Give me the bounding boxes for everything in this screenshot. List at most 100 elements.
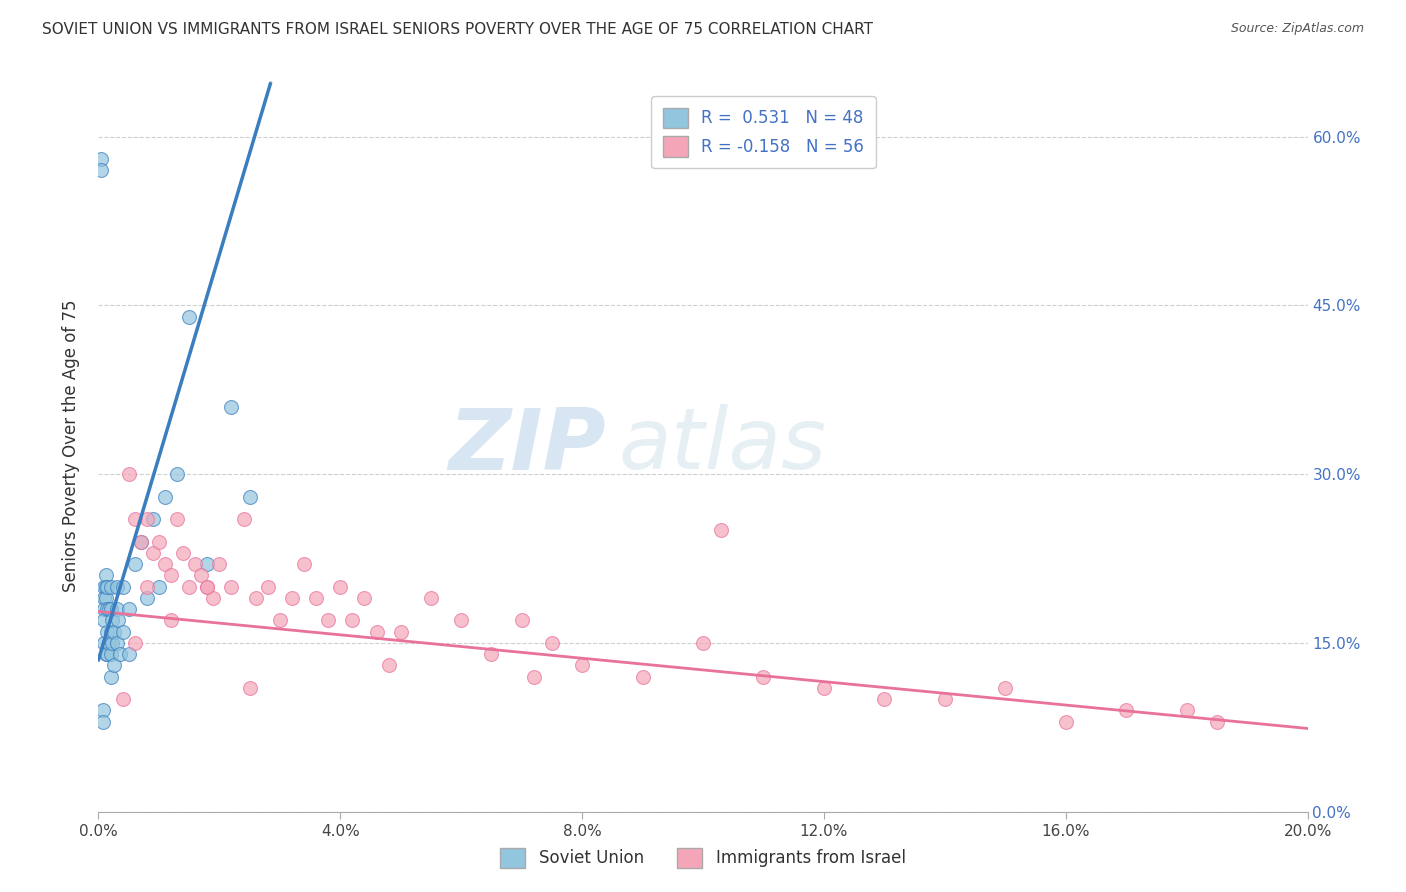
Point (510, 614, 533, 628)
Point (100, 580, 122, 594)
Point (389, 624, 412, 639)
Point (105, 636, 128, 650)
Point (232, 512, 254, 526)
Point (100, 670, 122, 684)
Point (142, 546, 165, 560)
Point (160, 614, 183, 628)
Point (94, 568, 117, 582)
Point (93, 580, 115, 594)
Point (94, 580, 117, 594)
Point (118, 467, 141, 482)
Point (153, 490, 176, 504)
Point (93, 591, 115, 605)
Point (100, 647, 122, 661)
Point (342, 614, 364, 628)
Point (179, 310, 201, 324)
Point (96, 647, 118, 661)
Point (179, 580, 201, 594)
Point (366, 624, 388, 639)
Point (239, 490, 262, 504)
Point (105, 580, 128, 594)
Point (148, 580, 170, 594)
Point (100, 624, 122, 639)
Point (100, 602, 122, 616)
Point (142, 512, 165, 526)
Point (813, 681, 835, 695)
Point (93, 614, 115, 628)
Point (118, 602, 141, 616)
Point (269, 614, 291, 628)
Point (91, 714, 114, 729)
Y-axis label: Seniors Poverty Over the Age of 75: Seniors Poverty Over the Age of 75 (62, 300, 80, 592)
Point (873, 692, 896, 706)
Point (148, 534, 170, 549)
Point (90, 163, 112, 178)
Point (129, 534, 152, 549)
Point (111, 692, 134, 706)
Point (377, 658, 399, 673)
Point (1115, 703, 1137, 717)
Point (631, 670, 654, 684)
Point (124, 512, 146, 526)
Point (153, 557, 176, 571)
Point (994, 681, 1017, 695)
Point (93, 602, 115, 616)
Point (305, 591, 328, 605)
Point (135, 512, 157, 526)
Point (129, 534, 152, 549)
Point (135, 580, 157, 594)
Point (108, 647, 131, 661)
Point (96, 647, 118, 661)
Point (571, 658, 593, 673)
Point (202, 591, 225, 605)
Point (329, 580, 352, 594)
Point (316, 614, 339, 628)
Point (481, 647, 503, 661)
Text: SOVIET UNION VS IMMIGRANTS FROM ISRAEL SENIORS POVERTY OVER THE AGE OF 75 CORREL: SOVIET UNION VS IMMIGRANTS FROM ISRAEL S… (42, 22, 873, 37)
Point (96, 580, 118, 594)
Point (100, 636, 122, 650)
Point (208, 557, 231, 571)
Point (450, 614, 472, 628)
Point (107, 614, 129, 628)
Point (118, 647, 141, 661)
Point (256, 580, 278, 594)
Point (105, 602, 128, 616)
Point (166, 512, 188, 526)
Point (111, 580, 134, 594)
Point (221, 400, 243, 414)
Point (540, 636, 562, 650)
Point (934, 692, 956, 706)
Point (172, 546, 194, 560)
Point (752, 670, 775, 684)
Point (184, 557, 207, 571)
Point (96, 624, 118, 639)
Point (98, 636, 121, 650)
Point (692, 636, 714, 650)
Point (523, 670, 546, 684)
Point (281, 591, 304, 605)
Point (420, 591, 443, 605)
Point (239, 681, 262, 695)
Point (91, 703, 114, 717)
Point (710, 524, 733, 538)
Point (166, 467, 188, 482)
Point (111, 624, 134, 639)
Legend: R =  0.531   N = 48, R = -0.158   N = 56: R = 0.531 N = 48, R = -0.158 N = 56 (651, 96, 876, 169)
Point (1206, 714, 1229, 729)
Point (124, 557, 146, 571)
Point (1175, 703, 1198, 717)
Point (93, 636, 115, 650)
Text: Source: ZipAtlas.com: Source: ZipAtlas.com (1230, 22, 1364, 36)
Point (103, 658, 125, 673)
Point (1054, 714, 1077, 729)
Point (124, 636, 146, 650)
Point (160, 568, 183, 582)
Point (96, 602, 118, 616)
Text: atlas: atlas (619, 404, 827, 488)
Legend: Soviet Union, Immigrants from Israel: Soviet Union, Immigrants from Israel (494, 841, 912, 875)
Point (195, 580, 218, 594)
Point (100, 614, 122, 628)
Point (103, 624, 125, 639)
Point (90, 152, 112, 166)
